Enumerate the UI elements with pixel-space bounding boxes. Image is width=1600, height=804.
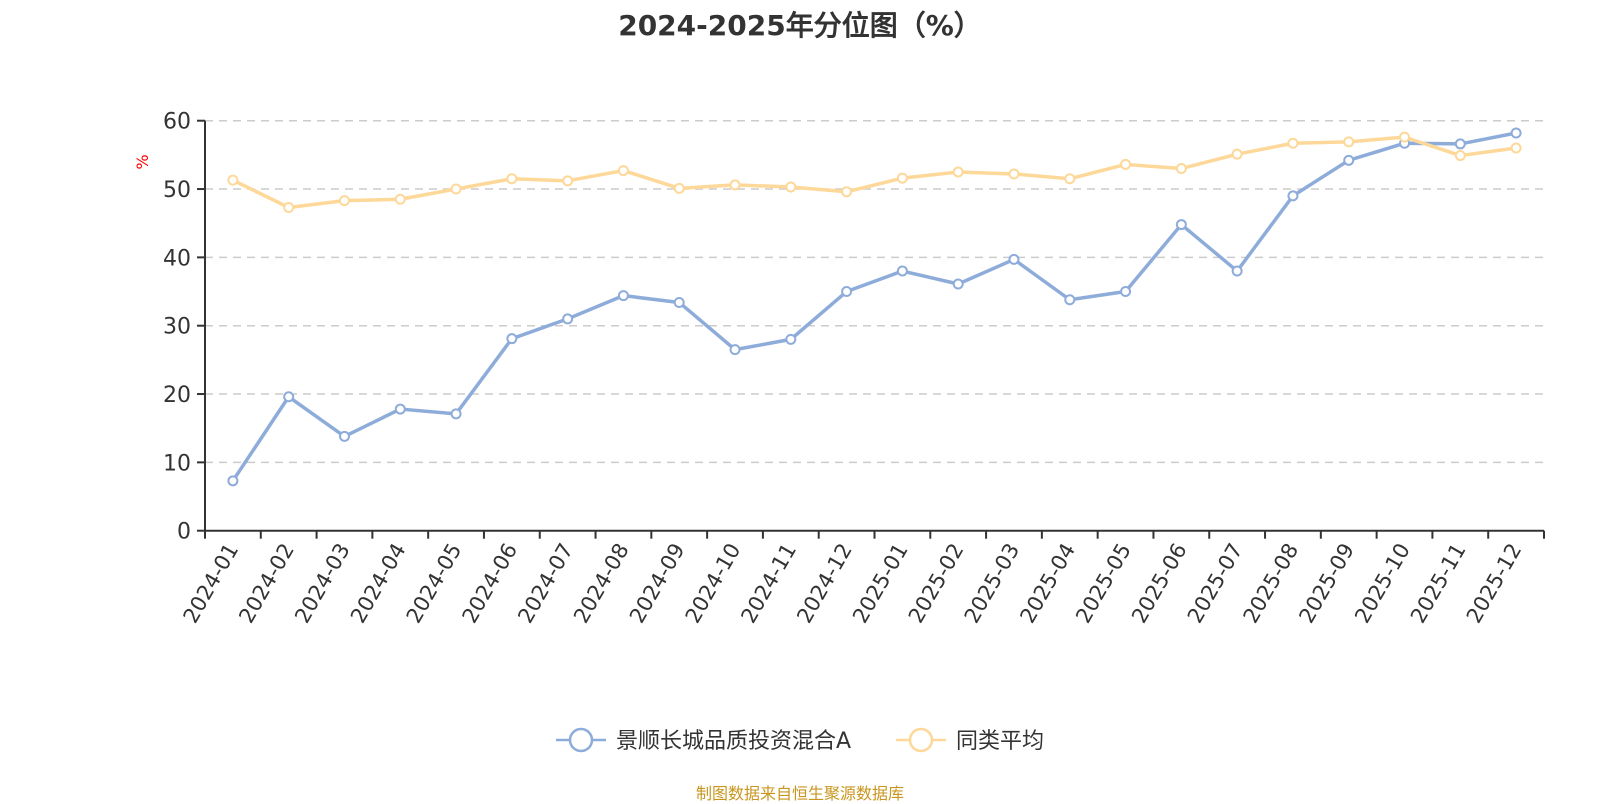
x-tick-label: 2025-08	[1239, 539, 1304, 627]
data-point	[1231, 148, 1243, 160]
x-tick-label: 2024-10	[681, 539, 746, 627]
x-tick-label: 2024-07	[513, 539, 578, 627]
data-point	[338, 430, 350, 442]
x-tick-label: 2024-12	[792, 539, 857, 627]
data-point	[896, 265, 908, 277]
data-point	[1399, 131, 1411, 143]
data-point	[1454, 138, 1466, 150]
data-point	[283, 391, 295, 403]
data-point	[1287, 190, 1299, 202]
y-tick-label: 0	[177, 520, 191, 545]
y-tick-label: 20	[163, 383, 191, 408]
x-tick-label: 2024-03	[290, 539, 355, 627]
y-tick-label: 10	[163, 451, 191, 476]
data-point	[896, 172, 908, 184]
data-point	[394, 403, 406, 415]
x-tick-label: 2025-07	[1183, 539, 1248, 627]
data-point	[617, 165, 629, 177]
y-axis-label: %	[133, 154, 152, 169]
x-tick-label: 2025-02	[904, 539, 969, 627]
data-point	[227, 174, 239, 186]
y-tick-label: 50	[163, 178, 191, 203]
x-tick-label: 2024-09	[625, 539, 690, 627]
data-point	[506, 173, 518, 185]
data-point	[1510, 142, 1522, 154]
x-tick-label: 2025-06	[1127, 539, 1192, 627]
data-point	[785, 181, 797, 193]
x-tick-label: 2025-04	[1015, 539, 1080, 627]
x-tick-label: 2025-01	[848, 539, 913, 627]
series-line-0	[231, 131, 1517, 482]
y-tick-label: 30	[163, 315, 191, 340]
data-point	[1343, 136, 1355, 148]
data-point	[1064, 173, 1076, 185]
x-tick-label: 2024-02	[234, 539, 299, 627]
x-tick-label: 2024-04	[346, 539, 411, 627]
data-point	[841, 286, 853, 298]
data-point	[1510, 127, 1522, 139]
legend-label: 同类平均	[956, 729, 1044, 754]
data-point	[673, 182, 685, 194]
data-point	[283, 201, 295, 213]
data-point	[617, 290, 629, 302]
x-tick-label: 2025-05	[1071, 539, 1136, 627]
data-point	[338, 195, 350, 207]
x-tick-label: 2024-01	[179, 539, 244, 627]
series-line-1	[232, 135, 1517, 210]
x-tick-label: 2025-09	[1294, 539, 1359, 627]
data-point	[562, 313, 574, 325]
data-point	[1008, 253, 1020, 265]
x-tick-label: 2024-05	[402, 539, 467, 627]
legend-marker-icon	[568, 727, 594, 753]
data-point	[673, 296, 685, 308]
chart-title: 2024-2025年分位图（%）	[618, 9, 982, 42]
legend-label: 景顺长城品质投资混合A	[616, 729, 851, 754]
data-point	[1120, 158, 1132, 170]
data-point	[1231, 265, 1243, 277]
data-point	[506, 333, 518, 345]
x-tick-label: 2025-11	[1406, 539, 1471, 627]
x-tick-label: 2025-10	[1350, 539, 1415, 627]
data-point	[450, 408, 462, 420]
x-tick-label: 2025-03	[960, 539, 1025, 627]
data-point	[1287, 137, 1299, 149]
data-point	[785, 333, 797, 345]
data-point	[729, 344, 741, 356]
x-tick-label: 2024-08	[569, 539, 634, 627]
x-tick-label: 2024-06	[458, 539, 523, 627]
data-point	[1008, 168, 1020, 180]
y-tick-label: 40	[163, 246, 191, 271]
data-point	[394, 193, 406, 205]
x-tick-label: 2025-12	[1462, 539, 1527, 627]
y-tick-label: 60	[163, 110, 191, 135]
data-point	[729, 179, 741, 191]
data-point	[1454, 150, 1466, 162]
data-point	[227, 475, 239, 487]
x-tick-label: 2024-11	[736, 539, 801, 627]
data-point	[952, 278, 964, 290]
data-source-note: 制图数据来自恒生聚源数据库	[695, 784, 904, 803]
data-point	[1343, 154, 1355, 166]
data-point	[1120, 286, 1132, 298]
legend-marker-icon	[908, 727, 934, 753]
data-point	[841, 186, 853, 198]
data-point	[952, 166, 964, 178]
data-point	[1064, 294, 1076, 306]
data-point	[1175, 219, 1187, 231]
data-point	[1175, 163, 1187, 175]
data-point	[562, 175, 574, 187]
data-point	[450, 183, 462, 195]
